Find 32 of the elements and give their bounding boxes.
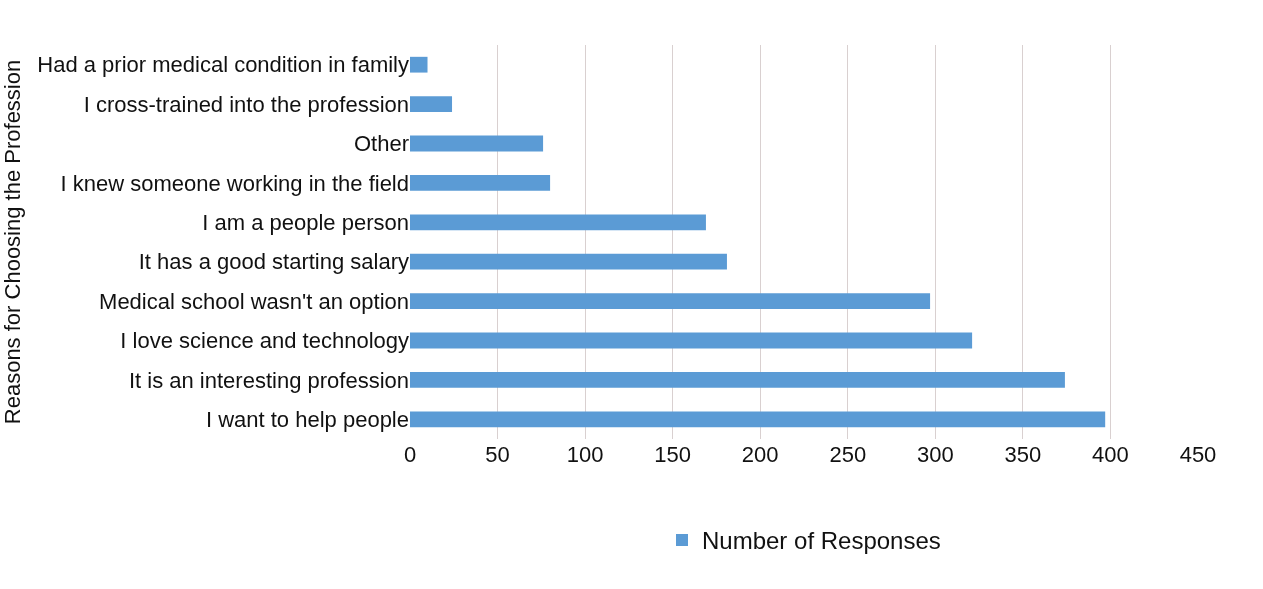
y-tick-label: It is an interesting profession	[128, 367, 409, 393]
y-tick-label: I am a people person	[202, 210, 409, 235]
y-tick-label: I love science and technology	[120, 328, 409, 354]
x-tick-label: 400	[1092, 442, 1129, 467]
x-tick-label: 100	[566, 442, 604, 467]
x-tick-label: 350	[1004, 442, 1042, 467]
y-tick-label: I cross-trained into the profession	[83, 91, 409, 117]
bar	[410, 332, 973, 349]
bar	[410, 96, 453, 112]
y-tick-label: Other	[353, 131, 409, 157]
y-tick-label: It has a good starting salary	[138, 249, 409, 275]
bar	[410, 56, 428, 73]
x-tick-label: 300	[916, 442, 954, 467]
bar	[410, 293, 931, 309]
x-tick-label: 250	[829, 442, 867, 467]
y-tick-label: I want to help people	[205, 407, 409, 432]
x-tick-label: 200	[741, 442, 779, 467]
x-tick-label: 0	[403, 442, 417, 467]
bar	[410, 411, 1106, 428]
bar	[410, 253, 727, 270]
legend-label: Number of Responses	[702, 527, 941, 555]
y-tick-label: I knew someone working in the field	[60, 170, 409, 196]
x-tick-label: 50	[485, 442, 510, 467]
y-tick-label: Had a prior medical condition in family	[37, 52, 409, 78]
y-tick-label: Medical school wasn't an option	[99, 288, 409, 314]
bar	[410, 175, 551, 191]
y-axis-title: Reasons for Choosing the Profession	[0, 59, 26, 425]
x-tick-label: 150	[654, 442, 692, 467]
bar	[410, 372, 1065, 388]
bar	[410, 135, 544, 152]
x-tick-label: 450	[1179, 442, 1217, 467]
bar	[410, 214, 706, 231]
